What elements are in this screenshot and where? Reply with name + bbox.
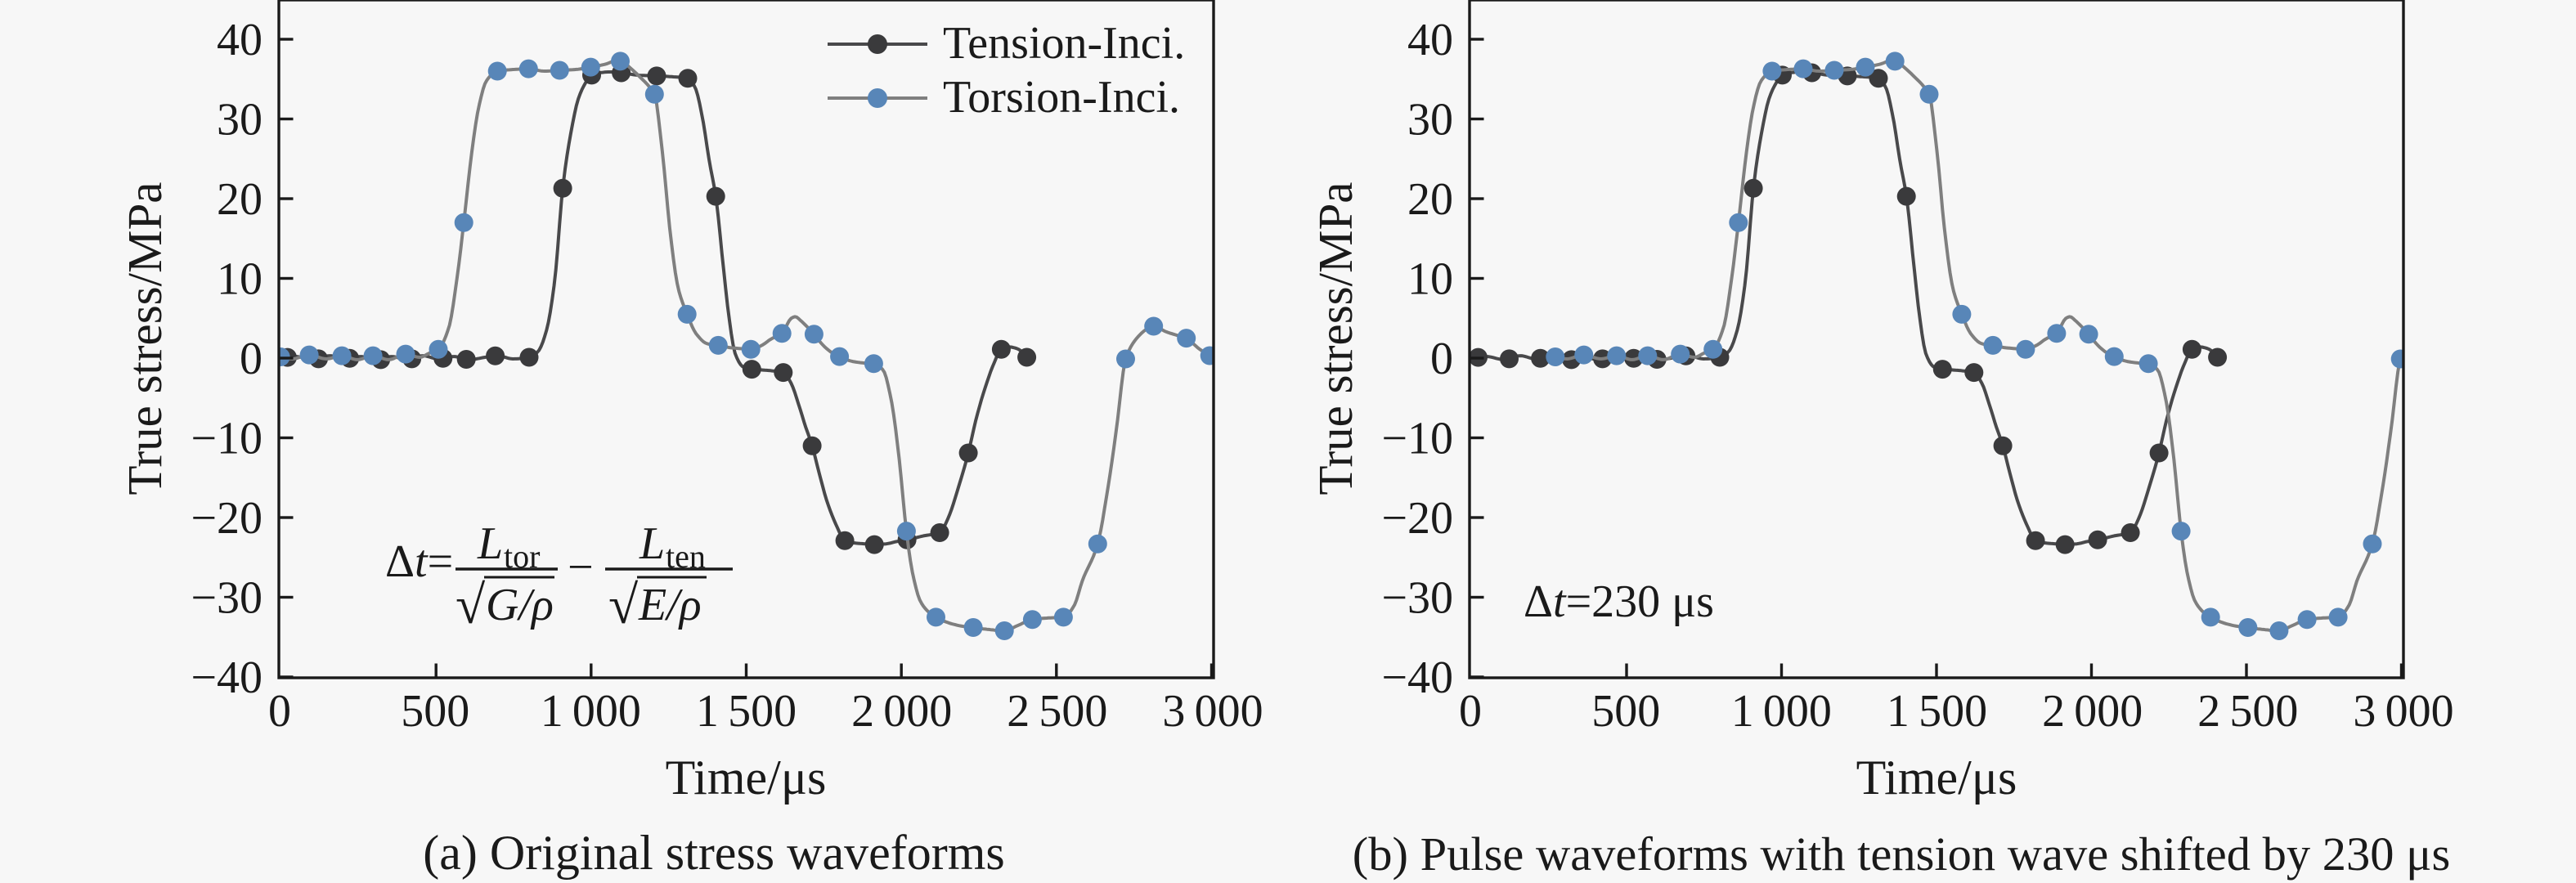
svg-text:1 500: 1 500 [1887,686,1987,737]
svg-text:E/ρ: E/ρ [638,580,702,630]
svg-text:(b) Pulse waveforms with tensi: (b) Pulse waveforms with tension wave sh… [1353,827,2451,881]
svg-text:20: 20 [217,174,263,225]
svg-text:20: 20 [1407,174,1453,225]
svg-text:−20: −20 [191,493,263,544]
svg-text:√: √ [608,576,639,635]
svg-text:−: − [568,542,594,593]
svg-text:2 000: 2 000 [851,686,952,737]
svg-text:10: 10 [1407,254,1453,305]
svg-text:0: 0 [1430,334,1453,384]
svg-text:10: 10 [217,254,263,305]
svg-text:Δt=: Δt= [385,536,453,587]
svg-text:0: 0 [268,686,291,737]
svg-text:2 000: 2 000 [2042,686,2143,737]
svg-text:−30: −30 [191,573,263,624]
svg-text:3 000: 3 000 [1162,686,1263,737]
svg-text:40: 40 [217,15,263,65]
svg-text:1 500: 1 500 [696,686,797,737]
svg-text:Torsion-Inci.: Torsion-Inci. [943,72,1180,123]
svg-text:−10: −10 [1381,414,1453,464]
svg-text:2 500: 2 500 [2197,686,2298,737]
svg-text:−40: −40 [1381,652,1453,703]
svg-text:2 500: 2 500 [1007,686,1107,737]
svg-text:1 000: 1 000 [1731,686,1832,737]
svg-text:−30: −30 [1381,573,1453,624]
svg-text:True stress/MPa: True stress/MPa [118,182,172,495]
svg-text:√: √ [456,576,486,635]
svg-text:−40: −40 [191,652,263,703]
svg-text:3 000: 3 000 [2353,686,2453,737]
svg-text:ten: ten [666,538,706,575]
svg-text:−20: −20 [1381,493,1453,544]
svg-text:(a) Original stress waveforms: (a) Original stress waveforms [423,826,1004,880]
svg-text:Δt=230 μs: Δt=230 μs [1524,576,1714,627]
svg-text:40: 40 [1407,15,1453,65]
svg-text:30: 30 [217,95,263,146]
svg-text:0: 0 [1459,686,1482,737]
svg-text:tor: tor [504,538,540,575]
svg-text:1 000: 1 000 [541,686,641,737]
svg-text:L: L [477,518,503,569]
svg-text:500: 500 [1591,686,1660,737]
svg-text:0: 0 [240,334,263,384]
svg-text:True stress/MPa: True stress/MPa [1308,182,1362,495]
svg-text:Time/μs: Time/μs [666,751,827,805]
svg-text:−10: −10 [191,414,263,464]
svg-text:30: 30 [1407,95,1453,146]
svg-text:Time/μs: Time/μs [1856,751,2017,805]
svg-text:G/ρ: G/ρ [486,580,554,630]
svg-text:500: 500 [401,686,469,737]
svg-text:L: L [639,518,665,569]
svg-text:Tension-Inci.: Tension-Inci. [943,18,1185,69]
